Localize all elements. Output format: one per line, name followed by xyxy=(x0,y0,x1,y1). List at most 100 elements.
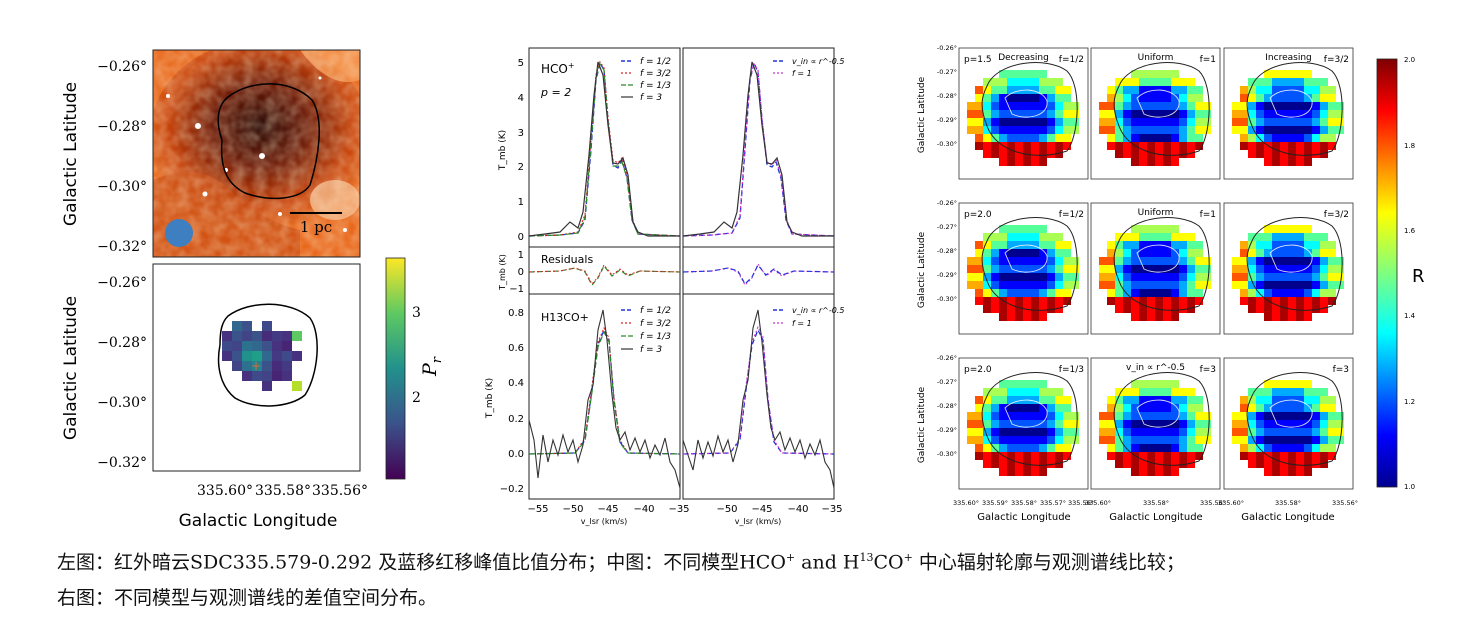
residual-map-panel: f=3/2 xyxy=(1223,202,1354,335)
map-ytick: -0.30° xyxy=(937,140,957,148)
svg-text:2.0: 2.0 xyxy=(1404,56,1415,64)
map-right-label: f=3 xyxy=(1333,365,1349,375)
spectra-yticks-res: 1 0 −1 xyxy=(509,250,524,295)
svg-text:3: 3 xyxy=(518,128,524,139)
map-right-label: f=3/2 xyxy=(1324,55,1349,65)
map-ytick: -0.30° xyxy=(937,450,957,458)
map-center-label: Uniform xyxy=(1138,208,1174,218)
svg-text:335.56°: 335.56° xyxy=(1332,499,1358,507)
svg-text:Galactic Latitude: Galactic Latitude xyxy=(917,76,927,153)
svg-text:f = 1/3: f = 1/3 xyxy=(640,332,671,342)
spectra-ylabel-bottom: T_mb (K) xyxy=(485,378,495,419)
map-right-label: f=3/2 xyxy=(1324,210,1349,220)
svg-text:1: 1 xyxy=(518,250,524,261)
svg-text:0.4: 0.4 xyxy=(508,378,524,389)
svg-text:335.56°: 335.56° xyxy=(1068,499,1094,507)
svg-text:1.2: 1.2 xyxy=(1404,398,1415,406)
map-ytick: -0.29° xyxy=(937,426,957,434)
beam-marker xyxy=(165,219,193,247)
legend-top-right: v_in ∝ r^-0.5 f = 1 xyxy=(773,57,844,78)
model-label: p = 2 xyxy=(540,86,571,99)
svg-text:f = 1: f = 1 xyxy=(792,69,812,78)
svg-text:1.8: 1.8 xyxy=(1404,142,1415,150)
svg-text:335.56°: 335.56° xyxy=(1200,499,1226,507)
map-right-label: f=1/2 xyxy=(1059,55,1084,65)
svg-text:1: 1 xyxy=(518,197,524,208)
svg-text:0.6: 0.6 xyxy=(508,343,524,354)
svg-text:335.58°: 335.58° xyxy=(1275,499,1301,507)
residuals-label: Residuals xyxy=(541,253,593,266)
map-right-label: f=1 xyxy=(1200,210,1216,220)
map-ytick: -0.30° xyxy=(937,295,957,303)
map-right-label: f=1 xyxy=(1200,55,1216,65)
map-center-label: Increasing xyxy=(1265,53,1311,63)
legend-top-left: f = 1/2 f = 3/2 f = 1/3 f = 3 xyxy=(621,57,671,103)
spectra-xlabel-left: v_lsr (km/s) xyxy=(581,517,628,526)
map-center-label: v_in ∝ r^-0.5 xyxy=(1126,363,1185,373)
map-right-label: f=3 xyxy=(1200,365,1216,375)
figure: 1 pc −0.26° −0.28° −0.30° −0.32° Galacti… xyxy=(61,44,1425,530)
svg-text:f = 1/2: f = 1/2 xyxy=(640,57,671,67)
svg-text:4: 4 xyxy=(518,93,524,104)
figure-caption: 左图：红外暗云SDC335.579-0.292 及蓝移红移峰值比值分布；中图：不… xyxy=(57,540,1457,616)
map-ytick: -0.26° xyxy=(937,199,957,207)
svg-text:v_in ∝ r^-0.5: v_in ∝ r^-0.5 xyxy=(792,306,844,315)
ytick: −0.26° xyxy=(97,275,147,291)
svg-text:v_in ∝ r^-0.5: v_in ∝ r^-0.5 xyxy=(792,57,844,66)
xtick: 335.60° xyxy=(197,483,253,499)
map-ytick: -0.27° xyxy=(937,223,957,231)
ytick: −0.28° xyxy=(97,119,147,135)
svg-text:−50: −50 xyxy=(716,504,737,515)
svg-text:f = 3/2: f = 3/2 xyxy=(640,319,671,329)
spectra-xticks-left: −55 −50 −45 −40 −35 xyxy=(527,504,689,515)
map-ytick: -0.28° xyxy=(937,247,957,255)
map-ytick: -0.26° xyxy=(937,44,957,52)
svg-text:−35: −35 xyxy=(821,504,842,515)
svg-text:335.59°: 335.59° xyxy=(982,499,1008,507)
rmap-xlabels: Galactic Longitude Galactic Longitude Ga… xyxy=(977,512,1334,523)
xtick: 335.56° xyxy=(312,483,368,499)
spectra-panels: HCO+ p = 2 Residuals H13CO+ f = 1/2 f = … xyxy=(485,47,844,526)
svg-text:335.60°: 335.60° xyxy=(1085,499,1111,507)
svg-text:Galactic Latitude: Galactic Latitude xyxy=(917,231,927,308)
ir-yticks: −0.26° −0.28° −0.30° −0.32° xyxy=(97,59,147,255)
residual-map-panel: p=2.0 f=1/3 -0.26° -0.27° -0.28° -0.29° -0.30° xyxy=(937,354,1089,490)
svg-text:Galactic Latitude: Galactic Latitude xyxy=(917,386,927,463)
ir-ylabel: Galactic Latitude xyxy=(61,82,81,226)
pr-xlabel: Galactic Longitude xyxy=(179,511,338,530)
svg-text:f = 3: f = 3 xyxy=(640,345,662,355)
svg-text:335.60°: 335.60° xyxy=(1218,499,1244,507)
pr-map-panel: + xyxy=(152,263,361,472)
svg-text:f = 3/2: f = 3/2 xyxy=(640,69,671,79)
svg-text:335.57°: 335.57° xyxy=(1040,499,1066,507)
ytick: −0.32° xyxy=(97,239,147,255)
spectra-yticks-top: 5 4 3 2 1 0 xyxy=(518,58,524,243)
map-center-label: Decreasing xyxy=(998,53,1049,63)
map-left-label: p=2.0 xyxy=(964,210,992,220)
residual-map-panel: Increasing f=3/2 xyxy=(1223,47,1354,180)
svg-text:Galactic Longitude: Galactic Longitude xyxy=(1109,512,1202,523)
map-right-label: f=1/3 xyxy=(1059,365,1084,375)
map-left-label: p=1.5 xyxy=(964,55,992,65)
map-ytick: -0.29° xyxy=(937,271,957,279)
residual-map-panel: v_in ∝ r^-0.5 f=3 xyxy=(1090,357,1221,490)
svg-text:1.0: 1.0 xyxy=(1404,483,1415,491)
map-left-label: p=2.0 xyxy=(964,365,992,375)
map-center-label: Uniform xyxy=(1138,53,1174,63)
map-ytick: -0.27° xyxy=(937,378,957,386)
residual-map-panel: f=3 xyxy=(1223,357,1354,490)
svg-text:0.0: 0.0 xyxy=(508,449,524,460)
r-colorbar-label: R xyxy=(1412,266,1425,287)
svg-text:−45: −45 xyxy=(751,504,772,515)
residual-map-grid: p=1.5 Decreasing f=1/2 -0.26° -0.27° -0.28° -0… xyxy=(937,44,1354,490)
svg-text:+: + xyxy=(251,359,261,373)
r-colorbar-ticks: 2.0 1.8 1.6 1.4 1.2 1.0 xyxy=(1404,56,1416,491)
svg-text:f = 3: f = 3 xyxy=(640,93,662,103)
spectra-yticks-bottom: 0.8 0.6 0.4 0.2 0.0 −0.2 xyxy=(500,308,524,495)
svg-text:−45: −45 xyxy=(597,504,618,515)
map-right-label: f=1/2 xyxy=(1059,210,1084,220)
svg-text:f = 1: f = 1 xyxy=(792,319,812,328)
svg-text:Galactic Longitude: Galactic Longitude xyxy=(1241,512,1334,523)
pr-pixels xyxy=(222,321,302,391)
svg-text:0.2: 0.2 xyxy=(508,414,524,425)
